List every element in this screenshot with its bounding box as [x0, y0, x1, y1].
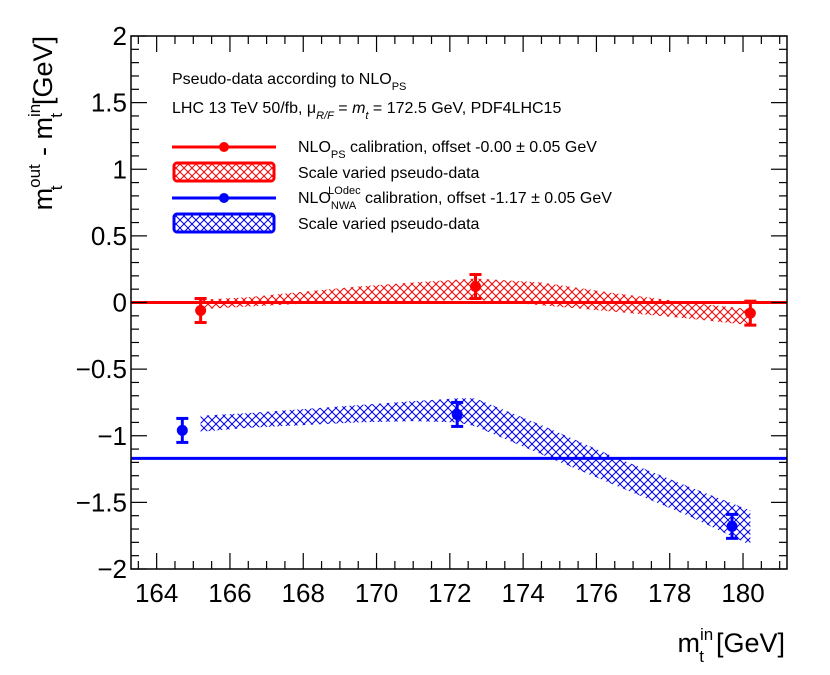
red-marker	[469, 281, 481, 293]
x-tick-label: 164	[135, 578, 178, 608]
blue-marker	[451, 408, 463, 420]
blue-marker	[176, 424, 188, 436]
blue-data-point	[176, 416, 189, 444]
y-tick-label: 1	[113, 154, 127, 184]
legend: NLOPS calibration, offset -0.00 ± 0.05 G…	[172, 139, 612, 234]
legend-red-marker	[219, 142, 229, 152]
x-tick-label: 168	[282, 578, 325, 608]
legend-blue-band-swatch	[172, 212, 276, 234]
red-data-point	[744, 299, 757, 327]
blue-data-point	[451, 400, 464, 428]
x-tick-label: 172	[428, 578, 471, 608]
legend-entry-blue-band: Scale varied pseudo-data	[172, 212, 480, 234]
red-marker	[744, 307, 756, 319]
legend-blue-marker	[219, 193, 229, 203]
legend-red-band-label: Scale varied pseudo-data	[298, 165, 480, 182]
x-tick-label: 166	[208, 578, 251, 608]
x-tick-label: 176	[575, 578, 618, 608]
y-tick-label: 0.5	[91, 221, 127, 251]
legend-blue-band-label: Scale varied pseudo-data	[298, 216, 480, 233]
x-tick-label: 180	[721, 578, 764, 608]
y-tick-label: 1.5	[91, 88, 127, 118]
annotation-line-2: LHC 13 TeV 50/fb, μR/F = mt = 172.5 GeV,…	[172, 100, 561, 122]
red-data-point	[194, 297, 207, 324]
y-tick-label: 0	[113, 288, 127, 318]
red-marker	[195, 304, 207, 316]
y-axis-title: mout t - min t[GeV]	[25, 36, 66, 210]
y-tick-label: −2	[97, 554, 127, 584]
y-tick-label: −1.5	[76, 487, 127, 517]
legend-entry-red-band: Scale varied pseudo-data	[172, 161, 480, 183]
legend-entry-blue-calibration: NLONWALOdec calibration, offset -1.17 ± …	[172, 185, 612, 212]
x-tick-label: 174	[501, 578, 544, 608]
blue-marker	[726, 520, 738, 532]
annotation-line-1: Pseudo-data according to NLOPS	[172, 71, 406, 93]
y-tick-label: −1	[97, 421, 127, 451]
y-tick-label: −0.5	[76, 354, 127, 384]
legend-red-label: NLOPS calibration, offset -0.00 ± 0.05 G…	[298, 139, 597, 161]
legend-blue-label: NLONWALOdec calibration, offset -1.17 ± …	[298, 185, 612, 212]
x-axis-title: min t [GeV]	[678, 625, 786, 666]
blue-data-point	[726, 512, 739, 540]
red-data-point	[469, 273, 482, 301]
legend-red-band-swatch	[172, 161, 276, 183]
x-tick-label: 178	[648, 578, 691, 608]
y-tick-label: 2	[113, 21, 127, 51]
red-scale-band	[200, 278, 751, 326]
legend-entry-red-calibration: NLOPS calibration, offset -0.00 ± 0.05 G…	[172, 139, 597, 161]
x-tick-label: 170	[355, 578, 398, 608]
blue-scale-band	[200, 398, 751, 545]
